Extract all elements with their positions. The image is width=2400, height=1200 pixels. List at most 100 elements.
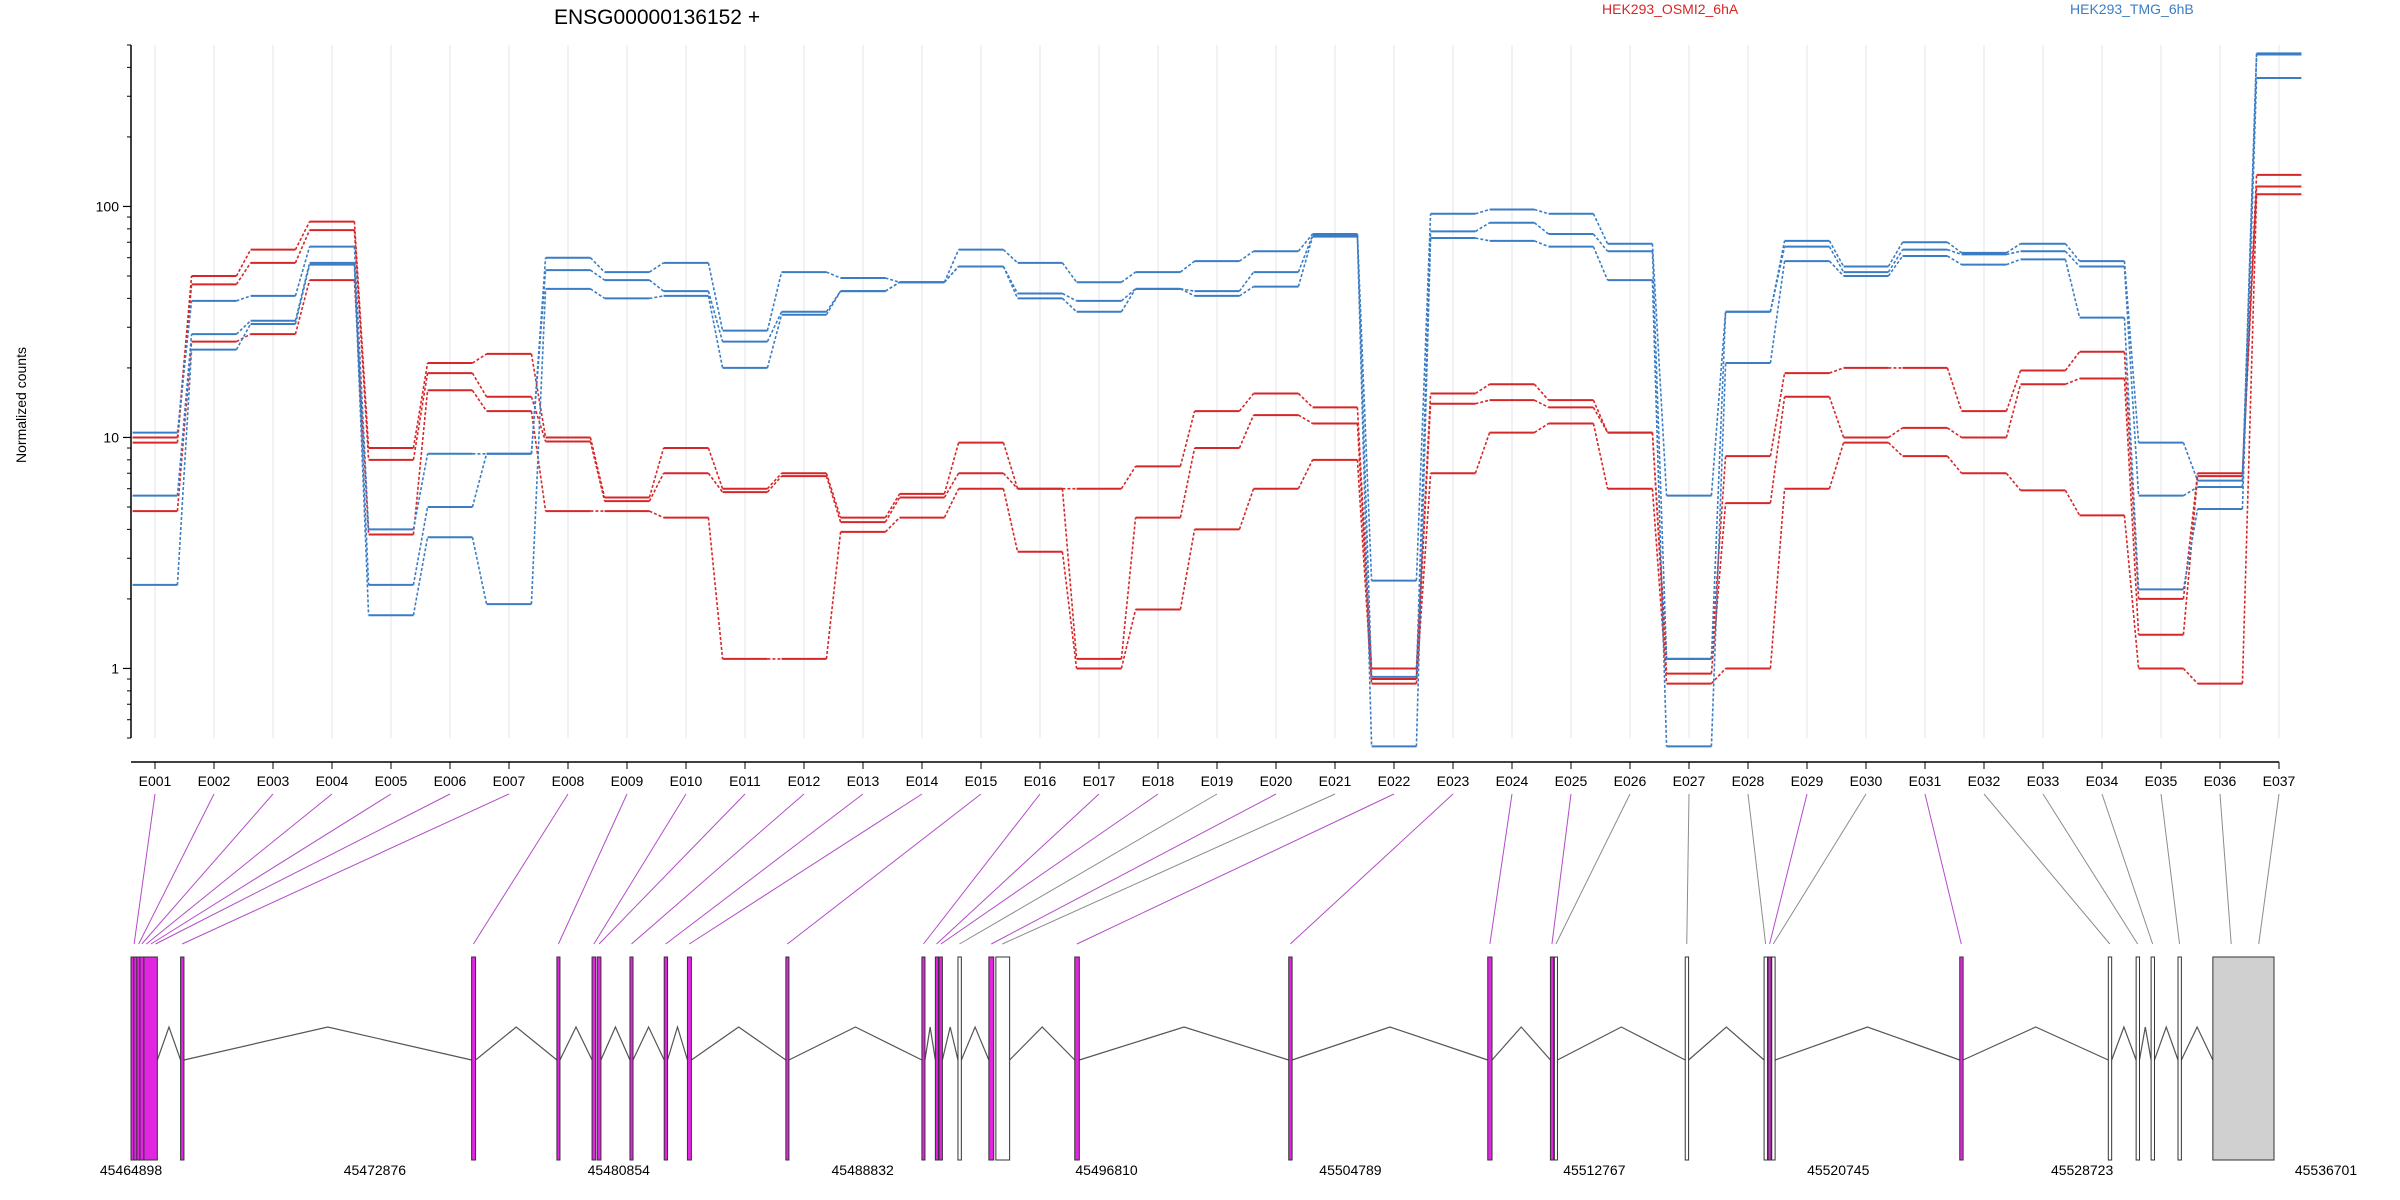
x-tick-label-E011: E011: [729, 773, 761, 789]
series-transition: [2182, 476, 2199, 635]
series-transition: [1474, 383, 1491, 395]
x-tick-label-E036: E036: [2204, 773, 2237, 789]
x-tick-label-E015: E015: [965, 773, 998, 789]
series-4: [132, 52, 2302, 582]
exon-5: [143, 956, 158, 1161]
series-transition: [649, 295, 664, 300]
series-transition: [1356, 423, 1373, 680]
series-transition: [589, 269, 606, 281]
intron: [1557, 1026, 1686, 1061]
series-transition: [1297, 392, 1314, 408]
series-transition: [707, 295, 724, 369]
connector-E025: [1551, 793, 1572, 945]
exon-21: [1074, 956, 1080, 1161]
series-transition: [2006, 258, 2021, 266]
series-transition: [1769, 261, 1786, 364]
series-transition: [353, 246, 370, 530]
series-transition: [766, 475, 783, 493]
x-tick-label-E009: E009: [611, 773, 644, 789]
series-transition: [1002, 472, 1019, 490]
series-transition: [1120, 288, 1137, 302]
series-transition: [1651, 243, 1668, 496]
intron: [1688, 1026, 1765, 1061]
series-transition: [1887, 255, 1904, 277]
exon-connectors: [133, 793, 2280, 945]
exon-16: [934, 956, 939, 1161]
series-transition: [1238, 392, 1255, 412]
series-transition: [2182, 667, 2199, 685]
coordinate-label: 45488832: [832, 1162, 895, 1178]
x-tick-label-E022: E022: [1378, 773, 1411, 789]
intron: [924, 1026, 936, 1061]
intron: [1009, 1026, 1076, 1061]
series-transition: [1828, 396, 1845, 438]
series-transition: [1238, 414, 1255, 449]
series-transition: [1533, 383, 1550, 401]
series-transition: [1534, 208, 1549, 215]
connector-E009: [557, 793, 628, 945]
series-transition: [1475, 237, 1490, 242]
series-transition: [943, 488, 960, 518]
coordinate-label: 45480854: [588, 1162, 651, 1178]
x-tick-label-E008: E008: [552, 773, 585, 789]
series-transition: [825, 475, 842, 523]
connector-E011: [598, 793, 746, 945]
x-tick-label-E031: E031: [1909, 773, 1942, 789]
connector-E034: [2101, 793, 2154, 945]
series-transition: [589, 288, 606, 300]
series-transition: [1475, 222, 1490, 233]
series-transition: [707, 472, 724, 493]
series-transition: [2241, 186, 2258, 477]
connector-E008: [473, 793, 569, 945]
series-transition: [471, 389, 488, 412]
intron: [941, 1026, 959, 1061]
series-transition: [2241, 77, 2258, 510]
intron: [2153, 1025, 2179, 1061]
x-tick-label-E019: E019: [1201, 773, 1234, 789]
series-transition: [1533, 422, 1550, 434]
intron: [475, 1026, 558, 1061]
series-transition: [1651, 251, 1668, 659]
intron: [156, 1025, 182, 1061]
exon-18: [957, 956, 962, 1161]
intron: [2111, 1025, 2137, 1061]
x-tick-label-E037: E037: [2263, 773, 2296, 789]
series-transition: [1710, 667, 1727, 685]
series-transition: [1592, 246, 1609, 281]
intron: [691, 1026, 787, 1061]
legend-label-tmg: HEK293_TMG_6hB: [2070, 1, 2194, 17]
series-transition: [1534, 240, 1549, 248]
x-tick-label-E020: E020: [1260, 773, 1293, 789]
series-transition: [1947, 248, 1962, 256]
series-transition: [294, 279, 311, 335]
x-tick-label-E034: E034: [2086, 773, 2119, 789]
connector-E004: [146, 793, 333, 945]
connector-E016: [923, 793, 1041, 945]
x-tick-label-E017: E017: [1083, 773, 1116, 789]
x-tick-label-E021: E021: [1319, 773, 1352, 789]
coordinate-label: 45504789: [1319, 1162, 1382, 1178]
series-transition: [412, 362, 429, 449]
chart-title: ENSG00000136152 +: [554, 6, 760, 29]
series-transition: [471, 353, 488, 364]
series-transition: [1829, 367, 1844, 374]
y-tick-label: 1: [111, 660, 119, 676]
intron: [1491, 1026, 1551, 1061]
series-transition: [1061, 262, 1078, 283]
series-transition: [884, 493, 901, 518]
series-transition: [1002, 442, 1019, 489]
x-tick-label-E035: E035: [2145, 773, 2178, 789]
coordinate-label: 45528723: [2051, 1162, 2114, 1178]
series-transition: [1120, 465, 1137, 490]
intron: [1079, 1026, 1289, 1061]
connector-E001: [133, 793, 156, 945]
coordinate-label: 45472876: [344, 1162, 407, 1178]
coordinate-label: 45536701: [2295, 1162, 2358, 1178]
series-transition: [2005, 384, 2022, 438]
series-transition: [530, 353, 547, 438]
x-tick-label-E012: E012: [788, 773, 821, 789]
series-transition: [294, 229, 311, 264]
connector-E031: [1924, 793, 1962, 945]
series-transition: [1710, 362, 1727, 747]
